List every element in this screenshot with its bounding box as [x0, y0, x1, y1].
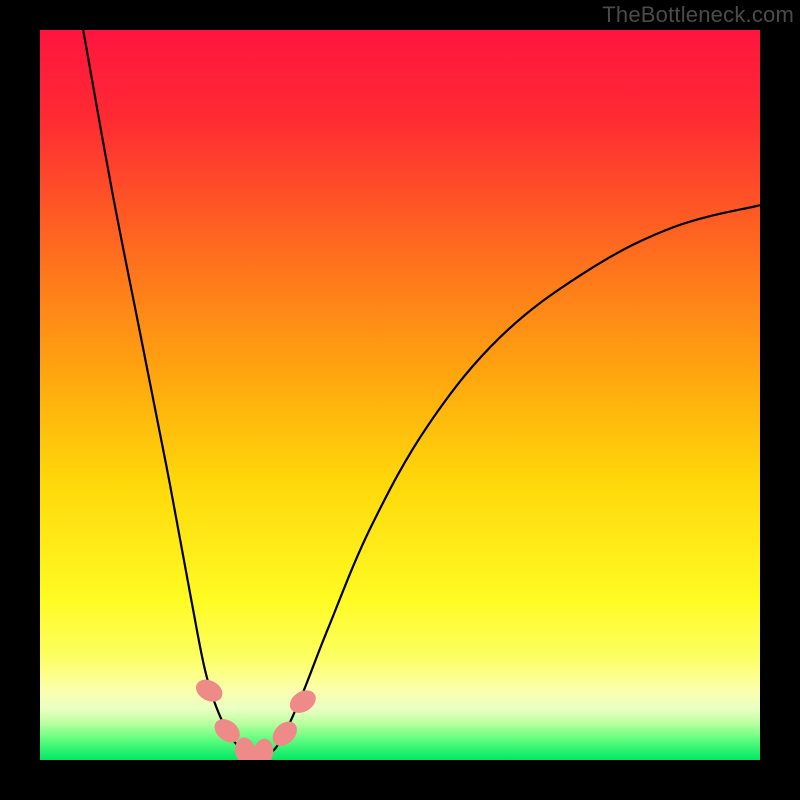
bottleneck-chart: [0, 0, 800, 800]
watermark-text: TheBottleneck.com: [602, 2, 794, 28]
chart-container: TheBottleneck.com: [0, 0, 800, 800]
plot-background: [40, 30, 760, 760]
